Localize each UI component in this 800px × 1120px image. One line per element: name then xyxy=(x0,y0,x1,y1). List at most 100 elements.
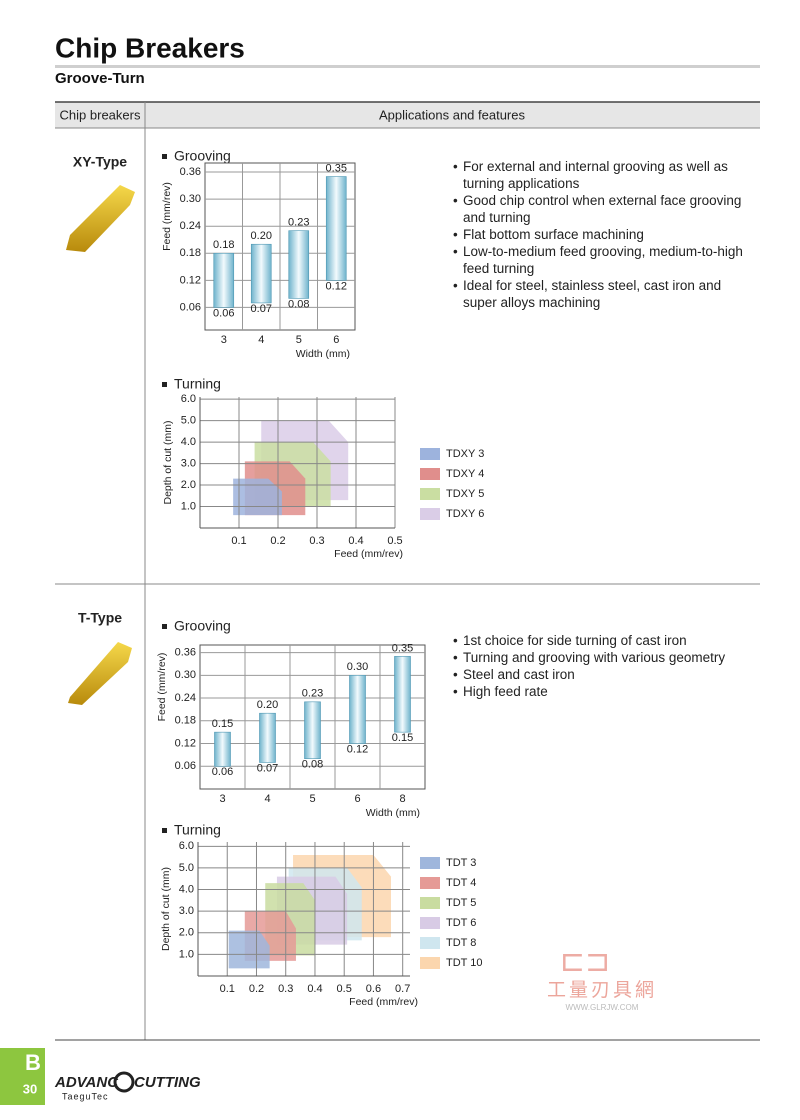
plot-regions xyxy=(233,420,349,516)
y-tick-label: 0.18 xyxy=(180,247,201,259)
feature: Turning and grooving with various geomet… xyxy=(453,649,753,666)
x-tick-label: 0.2 xyxy=(249,983,264,995)
y-tick-label: 0.12 xyxy=(180,274,201,286)
y-tick-label: 0.24 xyxy=(175,692,196,704)
x-tick-label: 5 xyxy=(296,334,302,346)
y-axis-title: Feed (mm/rev) xyxy=(161,182,173,251)
legend-swatch xyxy=(420,448,440,460)
y-axis-title: Feed (mm/rev) xyxy=(156,653,168,722)
legend-label: TDXY 5 xyxy=(446,488,484,500)
legend-label: TDT 3 xyxy=(446,857,476,869)
feature: Low-to-medium feed grooving, medium-to-h… xyxy=(453,243,753,277)
chart-title: Turning xyxy=(174,822,221,838)
y-tick-label: 0.24 xyxy=(180,220,201,232)
value-label: 0.23 xyxy=(302,688,323,700)
legend-label: TDXY 6 xyxy=(446,508,484,520)
value-label: 0.30 xyxy=(347,661,368,673)
y-tick-label: 0.30 xyxy=(180,193,201,205)
x-axis-title: Width (mm) xyxy=(366,807,420,819)
range-bar xyxy=(250,243,272,304)
feature: 1st choice for side turning of cast iron xyxy=(453,632,753,649)
table-header xyxy=(55,102,760,128)
x-tick-label: 6 xyxy=(354,793,360,805)
y-tick-label: 0.06 xyxy=(175,760,196,772)
legend-swatch xyxy=(420,957,440,969)
value-label: 0.06 xyxy=(212,766,233,778)
value-label: 0.18 xyxy=(213,239,234,251)
x-axis-title: Width (mm) xyxy=(296,348,350,360)
title-rule xyxy=(55,65,760,68)
x-tick-label: 4 xyxy=(264,793,270,805)
feature: Ideal for steel, stainless steel, cast i… xyxy=(453,277,753,311)
x-tick-label: 0.7 xyxy=(395,983,410,995)
range-bar xyxy=(288,230,310,299)
y-tick-label: 3.0 xyxy=(179,905,194,917)
watermark: 工量刃具網 xyxy=(547,979,657,1001)
chart-bullet xyxy=(162,828,167,833)
x-tick-label: 6 xyxy=(333,334,339,346)
y-tick-label: 0.30 xyxy=(175,669,196,681)
range-bar xyxy=(304,701,321,759)
maker: TaeguTec xyxy=(62,1091,109,1101)
range-bar xyxy=(259,712,276,763)
range-bar xyxy=(325,176,347,281)
y-axis-title: Depth of cut (mm) xyxy=(160,867,172,951)
x-tick-label: 0.5 xyxy=(337,983,352,995)
legend-swatch xyxy=(420,857,440,869)
legend-label: TDT 6 xyxy=(446,917,476,929)
x-axis-title: Feed (mm/rev) xyxy=(334,548,403,560)
y-tick-label: 5.0 xyxy=(181,415,196,427)
value-label: 0.07 xyxy=(251,303,272,315)
page-tab xyxy=(0,1048,45,1105)
title: Chip Breakers xyxy=(55,32,245,63)
value-label: 0.20 xyxy=(257,699,278,711)
chart-bullet xyxy=(162,624,167,629)
y-tick-label: 5.0 xyxy=(179,862,194,874)
x-tick-label: 0.6 xyxy=(366,983,381,995)
legend-label: TDT 10 xyxy=(446,957,482,969)
y-tick-label: 4.0 xyxy=(181,436,196,448)
chart-title: Grooving xyxy=(174,618,231,634)
y-tick-label: 0.06 xyxy=(180,301,201,313)
x-axis-title: Feed (mm/rev) xyxy=(349,996,418,1008)
region xyxy=(233,478,282,516)
insert-image xyxy=(66,185,135,705)
x-tick-label: 0.1 xyxy=(220,983,235,995)
feature: For external and internal grooving as we… xyxy=(453,158,753,192)
y-tick-label: 0.36 xyxy=(175,646,196,658)
y-tick-label: 0.36 xyxy=(180,166,201,178)
y-tick-label: 2.0 xyxy=(179,927,194,939)
tab-letter: B xyxy=(25,1050,41,1075)
y-tick-label: 1.0 xyxy=(179,948,194,960)
value-label: 0.35 xyxy=(392,642,413,654)
range-bar xyxy=(213,252,235,308)
x-tick-label: 0.2 xyxy=(270,535,285,547)
legend-label: TDXY 4 xyxy=(446,468,484,480)
range-bar xyxy=(349,675,366,744)
x-tick-label: 5 xyxy=(309,793,315,805)
column-header: Chip breakers xyxy=(60,107,141,122)
value-label: 0.15 xyxy=(212,718,233,730)
legend-swatch xyxy=(420,897,440,909)
y-tick-label: 1.0 xyxy=(181,500,196,512)
chart-title: Turning xyxy=(174,376,221,392)
legend-label: TDT 8 xyxy=(446,937,476,949)
feature: High feed rate xyxy=(453,683,753,700)
page-number: 30 xyxy=(23,1081,37,1096)
legend-swatch xyxy=(420,917,440,929)
brand: ADVANC xyxy=(54,1074,119,1091)
y-tick-label: 4.0 xyxy=(179,883,194,895)
section-label: XY-Type xyxy=(73,154,127,170)
watermark-logo: ⊏⊐ xyxy=(560,945,610,978)
y-tick-label: 0.12 xyxy=(175,737,196,749)
x-tick-label: 0.3 xyxy=(278,983,293,995)
chart-title: Grooving xyxy=(174,148,231,164)
value-label: 0.20 xyxy=(251,230,272,242)
x-tick-label: 0.4 xyxy=(307,983,322,995)
feature: Flat bottom surface machining xyxy=(453,226,753,243)
value-label: 0.12 xyxy=(347,743,368,755)
legend-swatch xyxy=(420,508,440,520)
region xyxy=(228,930,270,969)
value-label: 0.06 xyxy=(213,307,234,319)
